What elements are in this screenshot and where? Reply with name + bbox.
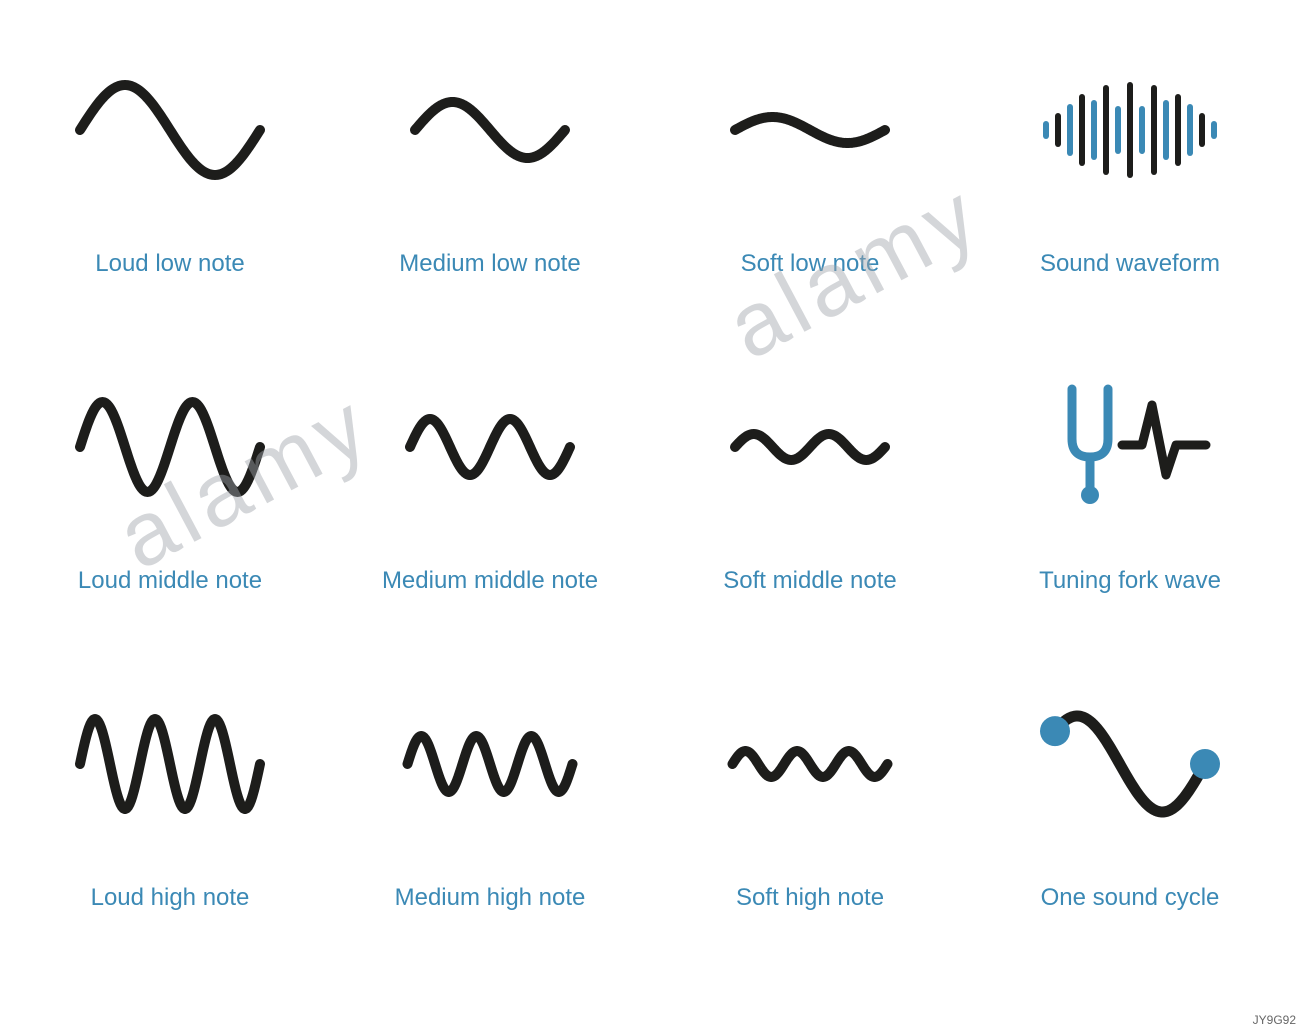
one-sound-cycle-icon	[1030, 684, 1230, 844]
cell-soft-high-note: Soft high note	[650, 654, 970, 971]
cell-medium-middle-note: Medium middle note	[330, 337, 650, 654]
label-medium-low-note: Medium low note	[399, 250, 580, 278]
label-loud-high-note: Loud high note	[91, 884, 250, 912]
label-medium-high-note: Medium high note	[395, 884, 586, 912]
label-medium-middle-note: Medium middle note	[382, 567, 598, 595]
medium-low-note-icon	[390, 50, 590, 210]
cell-medium-low-note: Medium low note	[330, 20, 650, 337]
loud-low-note-icon	[70, 50, 270, 210]
label-soft-low-note: Soft low note	[741, 250, 880, 278]
loud-middle-note-icon	[70, 367, 270, 527]
medium-middle-note-icon	[390, 367, 590, 527]
cell-one-sound-cycle: One sound cycle	[970, 654, 1290, 971]
label-loud-middle-note: Loud middle note	[78, 567, 262, 595]
tuning-fork-wave-icon	[1030, 367, 1230, 527]
cell-medium-high-note: Medium high note	[330, 654, 650, 971]
label-loud-low-note: Loud low note	[95, 250, 244, 278]
cell-loud-middle-note: Loud middle note	[10, 337, 330, 654]
label-soft-middle-note: Soft middle note	[723, 567, 896, 595]
medium-high-note-icon	[390, 684, 590, 844]
cell-loud-high-note: Loud high note	[10, 654, 330, 971]
loud-high-note-icon	[70, 684, 270, 844]
sound-waveform-icon	[1030, 50, 1230, 210]
image-id: JY9G92	[1253, 1013, 1296, 1027]
label-tuning-fork-wave: Tuning fork wave	[1039, 567, 1221, 595]
label-soft-high-note: Soft high note	[736, 884, 884, 912]
soft-middle-note-icon	[710, 367, 910, 527]
cell-loud-low-note: Loud low note	[10, 20, 330, 337]
soft-low-note-icon	[710, 50, 910, 210]
soft-high-note-icon	[710, 684, 910, 844]
label-sound-waveform: Sound waveform	[1040, 250, 1220, 278]
icon-grid: Loud low note Medium low note Soft low n…	[0, 0, 1300, 1031]
cell-tuning-fork-wave: Tuning fork wave	[970, 337, 1290, 654]
cell-sound-waveform: Sound waveform	[970, 20, 1290, 337]
cell-soft-low-note: Soft low note	[650, 20, 970, 337]
label-one-sound-cycle: One sound cycle	[1041, 884, 1220, 912]
cell-soft-middle-note: Soft middle note	[650, 337, 970, 654]
